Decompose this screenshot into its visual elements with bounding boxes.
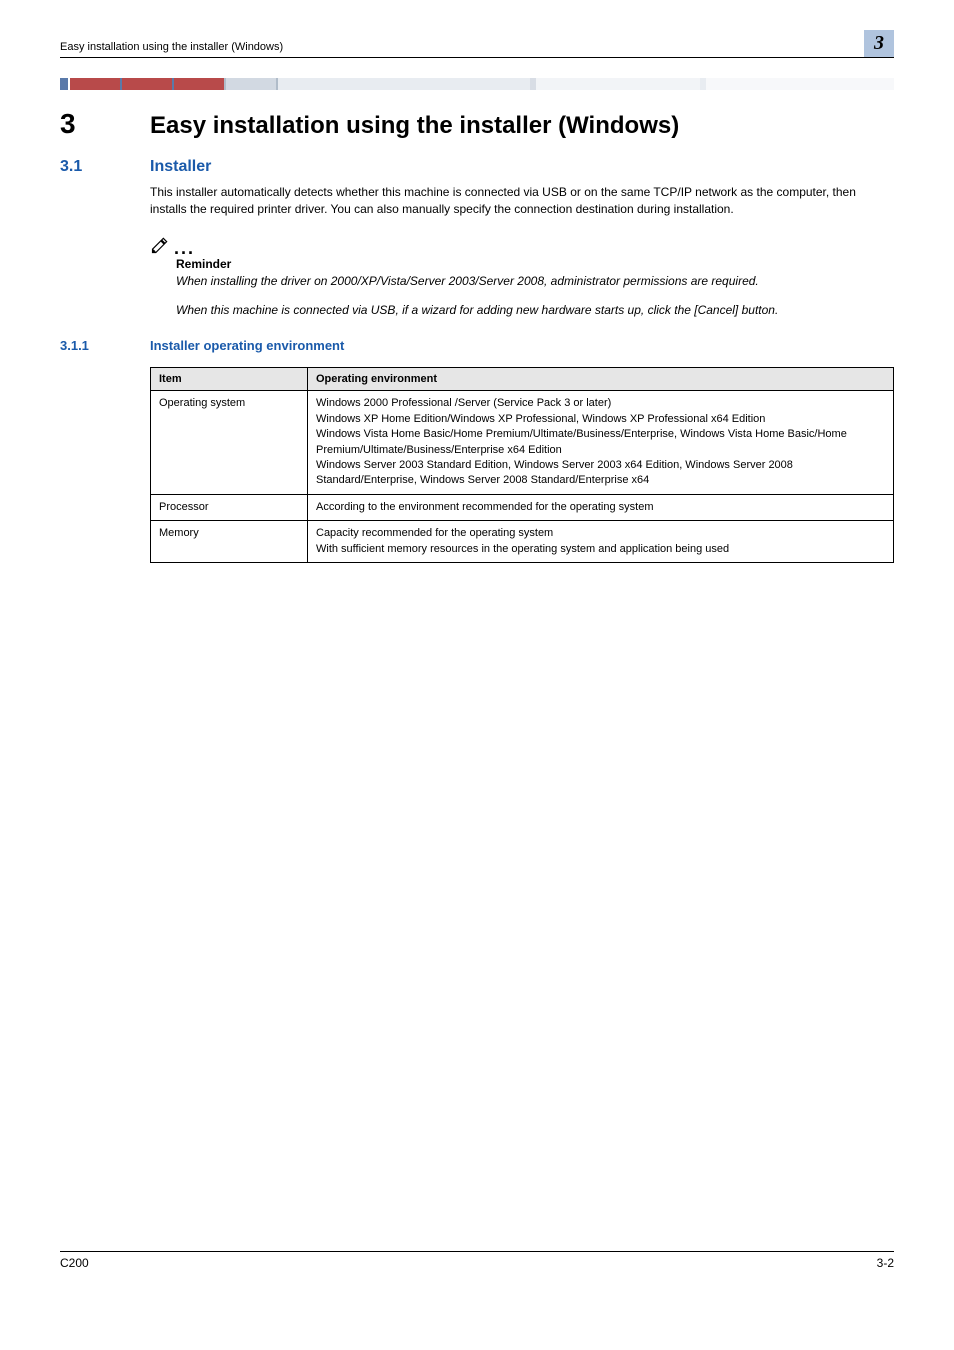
chapter-heading: 3 Easy installation using the installer … bbox=[60, 108, 894, 140]
page-header: Easy installation using the installer (W… bbox=[60, 30, 894, 58]
section-number: 3.1 bbox=[60, 158, 150, 176]
th-item: Item bbox=[151, 368, 308, 391]
note-dots: ... bbox=[174, 244, 195, 255]
pencil-icon bbox=[150, 235, 170, 255]
subsection-title: Installer operating environment bbox=[150, 338, 344, 353]
cell-item: Processor bbox=[151, 494, 308, 520]
running-head: Easy installation using the installer (W… bbox=[60, 41, 283, 57]
chapter-title: Easy installation using the installer (W… bbox=[150, 112, 679, 140]
chapter-number: 3 bbox=[60, 108, 150, 140]
cell-env: According to the environment recommended… bbox=[308, 494, 894, 520]
decorative-bar bbox=[60, 78, 894, 90]
reminder-line-1: When installing the driver on 2000/XP/Vi… bbox=[176, 273, 894, 290]
reminder-label: Reminder bbox=[176, 257, 894, 271]
page-footer: C200 3-2 bbox=[60, 1251, 894, 1270]
environment-table: Item Operating environment Operating sys… bbox=[150, 367, 894, 563]
note-icon-row: ... bbox=[150, 235, 894, 255]
table-row: Processor According to the environment r… bbox=[151, 494, 894, 520]
reminder-note: ... Reminder When installing the driver … bbox=[150, 235, 894, 319]
subsection-heading: 3.1.1 Installer operating environment bbox=[60, 338, 894, 353]
page: Easy installation using the installer (W… bbox=[0, 0, 954, 1300]
cell-item: Operating system bbox=[151, 391, 308, 494]
subsection-number: 3.1.1 bbox=[60, 338, 150, 353]
section-title: Installer bbox=[150, 158, 211, 176]
cell-item: Memory bbox=[151, 521, 308, 563]
table-row: Memory Capacity recommended for the oper… bbox=[151, 521, 894, 563]
section-heading: 3.1 Installer bbox=[60, 158, 894, 176]
footer-right: 3-2 bbox=[877, 1256, 894, 1270]
footer-left: C200 bbox=[60, 1256, 89, 1270]
reminder-line-2: When this machine is connected via USB, … bbox=[176, 302, 894, 319]
cell-env: Capacity recommended for the operating s… bbox=[308, 521, 894, 563]
chapter-badge: 3 bbox=[864, 30, 894, 57]
table-row: Operating system Windows 2000 Profession… bbox=[151, 391, 894, 494]
table-header-row: Item Operating environment bbox=[151, 368, 894, 391]
cell-env: Windows 2000 Professional /Server (Servi… bbox=[308, 391, 894, 494]
section-body: This installer automatically detects whe… bbox=[150, 184, 894, 219]
th-env: Operating environment bbox=[308, 368, 894, 391]
